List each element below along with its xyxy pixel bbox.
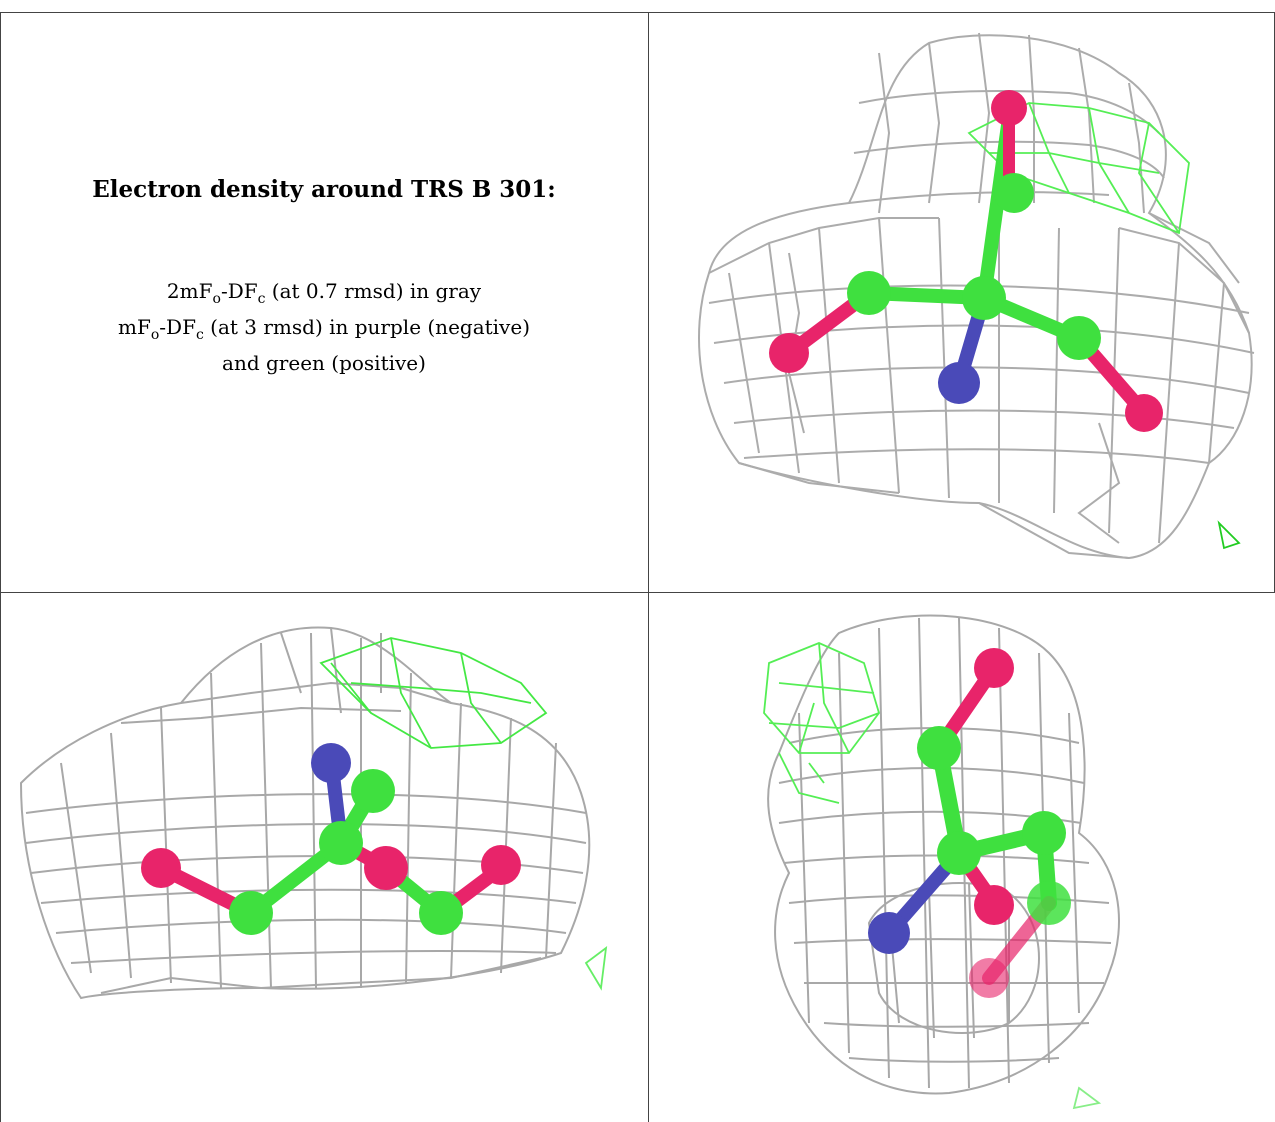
caption-line-mfo: mFo-DFc (at 3 rmsd) in purple (negative) bbox=[118, 314, 530, 343]
table-border-top bbox=[0, 12, 1275, 13]
caption-title: Electron density around TRS B 301: bbox=[92, 175, 556, 203]
gray-mesh bbox=[767, 614, 1120, 1095]
green-mesh bbox=[319, 637, 608, 991]
density-view-top-right bbox=[649, 13, 1274, 592]
density-view-bottom-left bbox=[1, 593, 648, 1122]
green-mesh bbox=[763, 642, 1102, 1110]
density-render-2 bbox=[19, 626, 608, 1000]
table-border-row bbox=[0, 592, 1275, 593]
caption-line-2mfo: 2mFo-DFc (at 0.7 rmsd) in gray bbox=[166, 278, 482, 307]
molecule-2 bbox=[141, 743, 521, 935]
density-render-3 bbox=[763, 614, 1120, 1110]
molecule-3 bbox=[868, 648, 1071, 998]
table-border-middle bbox=[648, 12, 649, 1122]
caption-cell: Electron density around TRS B 301: 2mFo-… bbox=[0, 0, 648, 592]
density-view-bottom-right bbox=[649, 593, 1274, 1122]
density-render-1 bbox=[698, 32, 1255, 560]
gray-mesh bbox=[19, 626, 591, 1000]
green-mesh bbox=[967, 102, 1241, 550]
table-border-left bbox=[0, 12, 1, 1122]
molecule-1 bbox=[769, 90, 1163, 432]
caption-line-3: and green (positive) bbox=[222, 350, 426, 375]
